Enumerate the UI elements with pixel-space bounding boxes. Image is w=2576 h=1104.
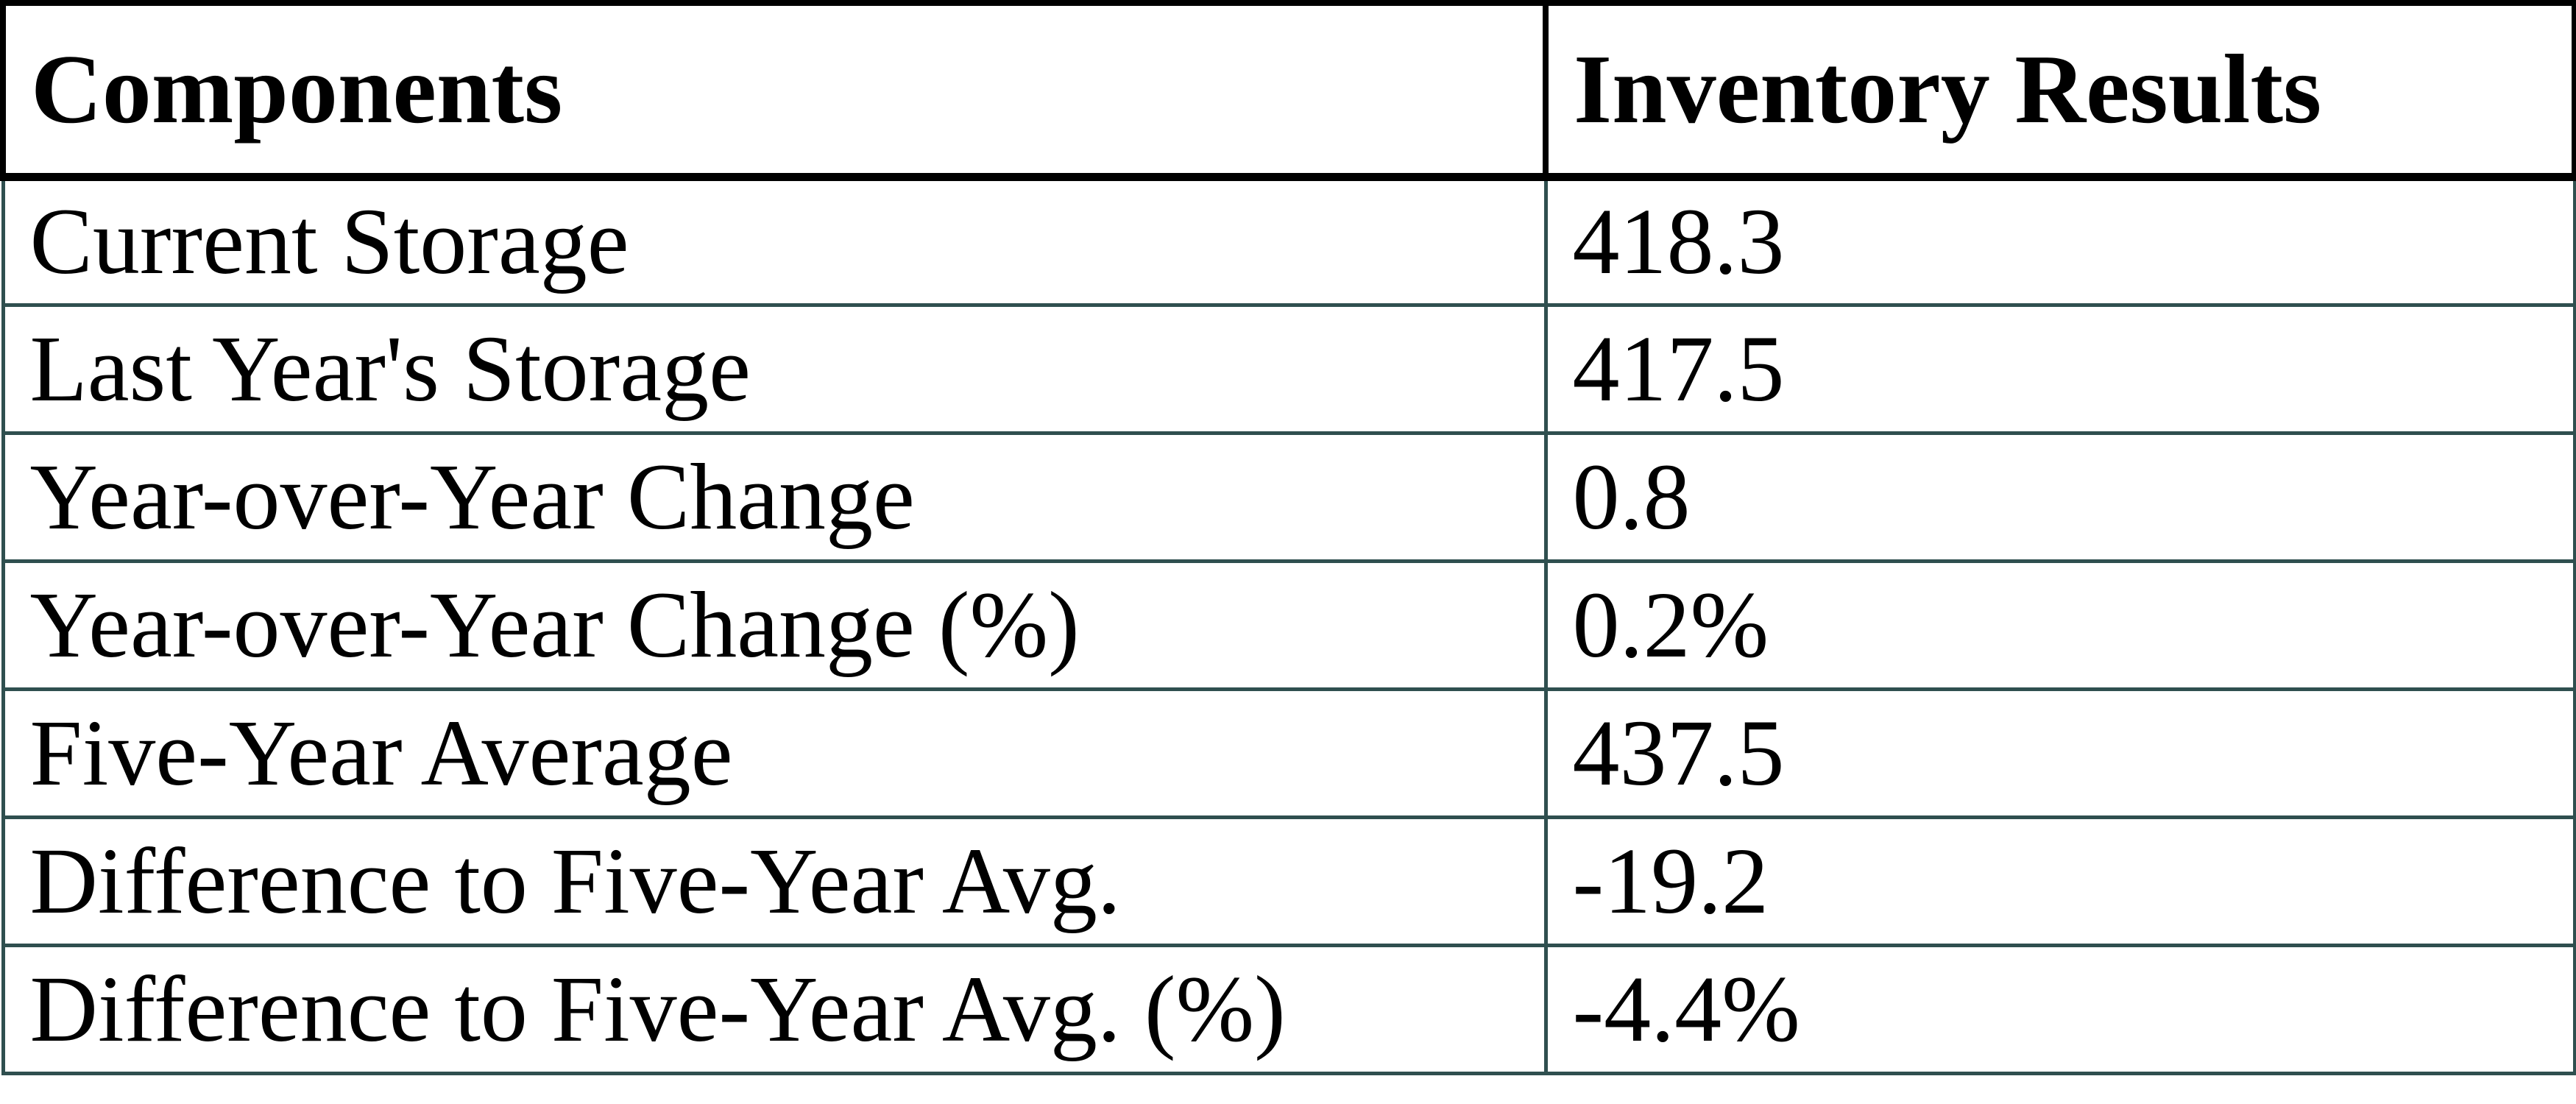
table-row: Difference to Five-Year Avg. (%) -4.4% (1, 943, 2576, 1075)
component-cell: Year-over-Year Change (1, 431, 1548, 563)
table-row: Last Year's Storage 417.5 (1, 302, 2576, 435)
inventory-results-column-header: Inventory Results (1543, 0, 2576, 181)
value-cell: 437.5 (1543, 687, 2576, 819)
value-cell: -19.2 (1543, 815, 2576, 947)
inventory-results-table: Components Inventory Results Current Sto… (0, 0, 2576, 1075)
value-cell: 0.8 (1543, 431, 2576, 563)
value-cell: 417.5 (1543, 302, 2576, 435)
table-row: Current Storage 418.3 (1, 174, 2576, 307)
table-row: Year-over-Year Change (%) 0.2% (1, 559, 2576, 691)
header-row: Components Inventory Results (0, 0, 2576, 181)
component-cell: Difference to Five-Year Avg. (%) (1, 943, 1548, 1075)
value-cell: 418.3 (1543, 174, 2576, 307)
component-cell: Five-Year Average (1, 687, 1548, 819)
component-cell: Current Storage (1, 174, 1548, 307)
table-row: Five-Year Average 437.5 (1, 687, 2576, 819)
component-cell: Last Year's Storage (1, 302, 1548, 435)
value-cell: -4.4% (1543, 943, 2576, 1075)
component-cell: Difference to Five-Year Avg. (1, 815, 1548, 947)
table-row: Year-over-Year Change 0.8 (1, 431, 2576, 563)
value-cell: 0.2% (1543, 559, 2576, 691)
table-header: Components Inventory Results (0, 0, 2576, 181)
components-column-header: Components (0, 0, 1549, 181)
table-row: Difference to Five-Year Avg. -19.2 (1, 815, 2576, 947)
table-body: Current Storage 418.3 Last Year's Storag… (1, 174, 2576, 1075)
component-cell: Year-over-Year Change (%) (1, 559, 1548, 691)
